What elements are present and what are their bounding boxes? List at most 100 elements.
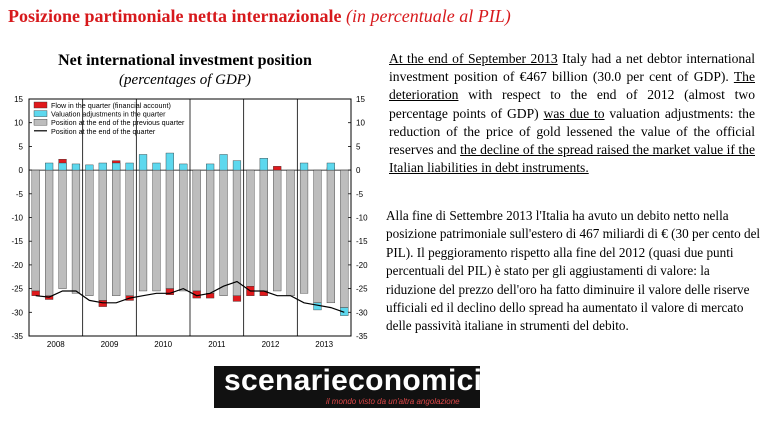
previous-position-bar <box>112 169 121 296</box>
chart: 15 15 10 10 5 5 0 0 -5 -5 -10 -10 -15 -15 -20 -20 -25 -25… <box>11 95 368 349</box>
valuation-bar <box>206 163 215 171</box>
valuation-bar <box>85 164 94 171</box>
legend-label: Position at the end of the quarter <box>51 127 156 136</box>
x-tick-label: 2009 <box>101 340 119 349</box>
y-tick-label-right: -20 <box>356 261 368 270</box>
en-part-3: The deterioration <box>389 69 755 103</box>
previous-position-bar <box>286 169 295 296</box>
x-tick-label: 2010 <box>154 340 172 349</box>
previous-position-bar <box>232 169 242 296</box>
previous-position-bar <box>326 169 335 304</box>
previous-position-bar <box>246 169 255 287</box>
valuation-bar <box>152 162 161 171</box>
y-tick-label-right: 10 <box>356 119 365 128</box>
y-tick-label-left: -5 <box>16 190 24 199</box>
previous-position-bar <box>71 169 81 294</box>
valuation-bar <box>326 162 335 171</box>
valuation-bar <box>313 302 322 311</box>
valuation-bar <box>340 307 349 316</box>
y-tick-label-right: -30 <box>356 308 368 317</box>
previous-position-bar <box>138 169 148 292</box>
previous-position-bar <box>165 169 174 289</box>
legend-label: Position at the end of the previous quar… <box>51 118 185 127</box>
valuation-bar <box>299 162 309 171</box>
logo-wordmark: scenarieconomici.it <box>224 364 510 397</box>
y-tick-label-left: -35 <box>11 332 23 341</box>
previous-position-bar <box>313 169 322 304</box>
headline-main: Posizione partimoniale netta internazion… <box>8 6 342 26</box>
y-tick-label-right: -15 <box>356 237 368 246</box>
italian-paragraph: Alla fine di Settembre 2013 l'Italia ha … <box>386 208 761 334</box>
flow-bar <box>31 290 40 296</box>
previous-position-bar <box>340 169 349 308</box>
en-part-7: the decline of the spread raised the mar… <box>389 142 755 176</box>
valuation-bar <box>58 162 67 171</box>
logo-tagline: il mondo visto da un'altra angolazione <box>326 397 460 406</box>
y-tick-label-left: 15 <box>14 95 23 104</box>
y-tick-label-right: -10 <box>356 214 368 223</box>
flow-bar <box>273 166 282 171</box>
y-tick-label-right: 15 <box>356 95 365 104</box>
previous-position-bar <box>85 169 94 296</box>
y-tick-label-left: -15 <box>11 237 23 246</box>
valuation-bar <box>165 152 174 171</box>
legend-swatch <box>33 110 48 117</box>
previous-position-bar <box>179 169 188 292</box>
valuation-bar <box>219 154 228 171</box>
logo-background <box>214 366 480 408</box>
y-tick-label-left: 10 <box>14 119 23 128</box>
end-position-line <box>35 280 345 313</box>
y-tick-label-left: -20 <box>11 261 23 270</box>
english-paragraph: At the end of September 2013 Italy had a… <box>389 50 755 177</box>
en-part-1: At the end of September 2013 <box>389 51 558 66</box>
previous-position-bar <box>259 169 268 292</box>
previous-position-bar <box>58 169 67 289</box>
flow-bar <box>98 300 107 307</box>
legend-label: Valuation adjustments in the quarter <box>51 110 166 119</box>
legend-label: Flow in the quarter (financial account) <box>51 101 171 110</box>
y-tick-label-left: 5 <box>19 142 24 151</box>
flow-bar <box>232 295 242 302</box>
y-tick-label-right: 0 <box>356 166 361 175</box>
headline: Posizione partimoniale netta internazion… <box>8 6 511 27</box>
en-part-4: with respect to the end of 2012 (almost … <box>389 87 755 121</box>
previous-position-bar <box>45 169 54 296</box>
valuation-bar <box>259 158 268 171</box>
valuation-bar <box>71 163 81 171</box>
valuation-bar <box>125 162 134 171</box>
valuation-bar <box>138 154 148 171</box>
chart-subtitle: (percentages of GDP) <box>119 72 251 88</box>
chart-title: Net international investment position <box>58 52 312 69</box>
valuation-bar <box>98 162 107 171</box>
y-tick-label-right: 5 <box>356 142 361 151</box>
previous-position-bar <box>31 169 40 292</box>
y-tick-label-right: -35 <box>356 332 368 341</box>
valuation-bar <box>45 162 54 171</box>
previous-position-bar <box>192 169 201 292</box>
y-tick-label-right: -25 <box>356 285 368 294</box>
x-tick-label: 2012 <box>262 340 280 349</box>
valuation-bar <box>179 163 188 171</box>
previous-position-bar <box>273 169 282 292</box>
y-tick-label-left: -10 <box>11 214 23 223</box>
previous-position-bar <box>299 169 309 294</box>
y-tick-label-right: -5 <box>356 190 364 199</box>
x-tick-label: 2011 <box>208 340 226 349</box>
en-part-2: Italy had a net debtor international inv… <box>389 51 756 85</box>
x-tick-label: 2008 <box>47 340 65 349</box>
previous-position-bar <box>152 169 161 292</box>
y-tick-label-left: -25 <box>11 285 23 294</box>
legend-swatch <box>33 118 48 126</box>
valuation-bar <box>232 160 242 171</box>
legend-swatch <box>33 101 48 109</box>
valuation-bar <box>112 162 121 171</box>
headline-paren: (in percentuale al PIL) <box>345 6 511 26</box>
y-tick-label-left: 0 <box>19 166 24 175</box>
previous-position-bar <box>219 169 228 296</box>
x-tick-label: 2013 <box>315 340 333 349</box>
en-part-6: valuation adjustments: the reduction of … <box>389 105 755 158</box>
previous-position-bar <box>98 169 107 301</box>
y-tick-label-left: -30 <box>11 308 23 317</box>
previous-position-bar <box>206 169 215 294</box>
previous-position-bar <box>125 169 134 296</box>
